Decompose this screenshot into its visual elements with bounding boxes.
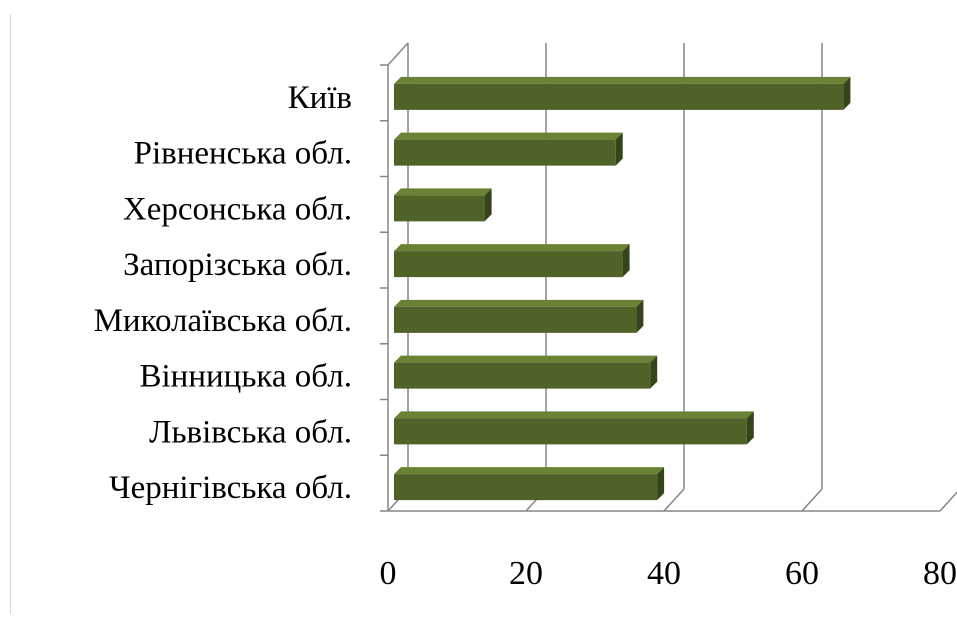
bar-top-face [394,132,623,140]
bar-2 [394,188,492,222]
axes [380,64,940,512]
x-tick-label: 40 [647,555,681,592]
bar-front-face [394,251,623,278]
bar-side-face [657,467,665,501]
bar-front-face [394,418,747,445]
floor-line-40 [663,488,685,512]
side-wall-top-edge [387,42,409,66]
bar-top-face [394,355,658,363]
bar-top-face [394,76,851,84]
bar-4 [394,299,644,333]
category-label: Київ [288,80,352,116]
bar-top-face [394,244,630,252]
bar-front-face [394,139,616,166]
bar-front-face [394,195,485,222]
bar-6 [394,411,754,445]
bar-side-face [484,188,492,222]
bar-top-face [394,188,492,196]
floor-line-80 [939,491,957,512]
bar-side-face [746,411,754,445]
bar-side-face [650,355,658,389]
bar-top-face [394,299,644,307]
x-tick-label: 80 [923,555,957,592]
bar-side-face [843,76,851,110]
bar-front-face [394,474,658,501]
bar-side-face [622,244,630,278]
x-tick-label: 60 [785,555,819,592]
category-label: Запорізська обл. [123,247,352,283]
bars [394,76,851,501]
category-label: Вінницька обл. [140,359,353,395]
bar-front-face [394,83,844,110]
bar-3 [394,244,630,278]
bar-top-face [394,467,665,475]
bar-side-face [636,299,644,333]
chart-left-border [10,14,11,614]
bar-7 [394,467,665,501]
bar-side-face [615,132,623,166]
bar-5 [394,355,658,389]
labels: Київ Рівненська обл. Херсонська обл. Запорі… [94,80,957,592]
floor-line-60 [801,488,823,512]
x-tick-label: 20 [509,555,543,592]
category-label: Львівська обл. [149,414,352,450]
category-label: Миколаївська обл. [94,303,352,339]
bar-1 [394,132,623,166]
category-label: Рівненська обл. [134,136,352,172]
bar-front-face [394,362,651,389]
category-label: Херсонська обл. [123,191,352,227]
bar-front-face [394,306,637,333]
bar-top-face [394,411,754,419]
category-label: Чернігівська обл. [109,470,352,506]
x-tick-label: 0 [380,555,397,592]
bar-0 [394,76,851,110]
